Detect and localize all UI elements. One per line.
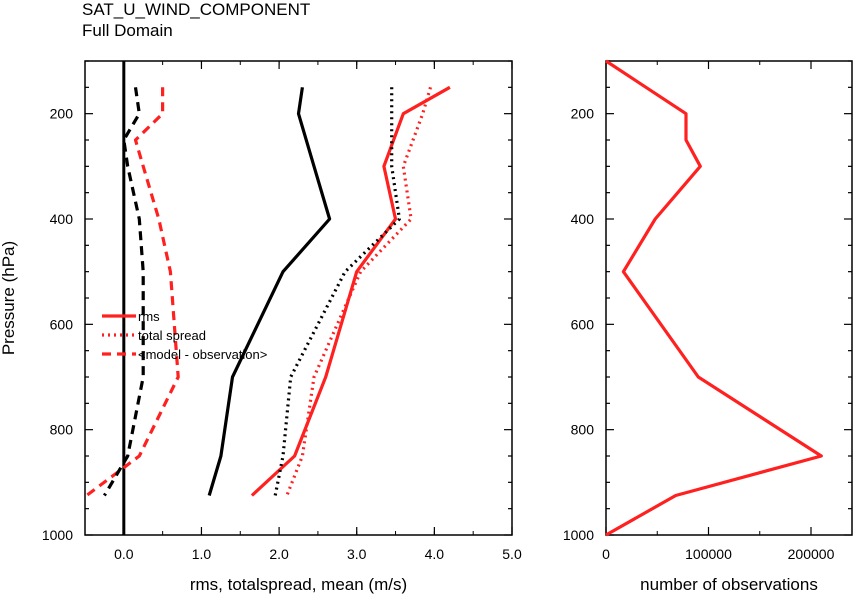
legend-label-2: <model - observation> xyxy=(138,347,267,362)
x-axis-label: rms, totalspread, mean (m/s) xyxy=(190,575,407,594)
x-tick-label: 5.0 xyxy=(502,546,522,562)
chart-subtitle: Full Domain xyxy=(82,21,173,40)
series-line-1 xyxy=(285,86,433,497)
left-panel: 200 400 600 800 1000 0.0 1.0 2.0 3.0 4.0 5.0 rms, t… xyxy=(0,60,522,594)
x-tick-label: 4.0 xyxy=(425,546,445,562)
y-tick-label: 1000 xyxy=(563,527,594,543)
x-tick-label: 1.0 xyxy=(192,546,212,562)
x-tick-label: 200000 xyxy=(788,546,835,562)
y-tick-label: 200 xyxy=(571,106,595,122)
y-tick-label: 200 xyxy=(50,106,74,122)
series-line-4 xyxy=(273,87,401,496)
x-tick-label: 3.0 xyxy=(347,546,367,562)
x-tick-label: 0 xyxy=(602,546,610,562)
x-tick-label: 0.0 xyxy=(114,546,134,562)
x-tick-label: 100000 xyxy=(685,546,732,562)
right-panel: 200 400 600 800 1000 0 100000 200000 number of o… xyxy=(563,59,853,594)
legend-label-1: total spread xyxy=(138,328,206,343)
y-tick-label: 800 xyxy=(571,422,595,438)
series-line-3 xyxy=(207,87,332,496)
y-tick-label: 800 xyxy=(50,422,74,438)
y-tick-label: 600 xyxy=(50,316,74,332)
series-line-2 xyxy=(85,87,180,497)
y-tick-label: 400 xyxy=(50,211,74,227)
legend-label-0: rms xyxy=(138,309,160,324)
x-axis-label: number of observations xyxy=(640,575,818,594)
chart-title: SAT_U_WIND_COMPONENT xyxy=(82,0,311,19)
y-tick-label: 400 xyxy=(571,211,595,227)
series-line-0 xyxy=(605,59,823,537)
y-tick-label: 600 xyxy=(571,316,595,332)
series-line-5 xyxy=(103,87,145,497)
plot-frame xyxy=(84,60,513,536)
y-tick-label: 1000 xyxy=(42,527,73,543)
y-axis-label: Pressure (hPa) xyxy=(0,241,18,355)
series-line-0 xyxy=(250,85,451,497)
x-tick-label: 2.0 xyxy=(269,546,289,562)
